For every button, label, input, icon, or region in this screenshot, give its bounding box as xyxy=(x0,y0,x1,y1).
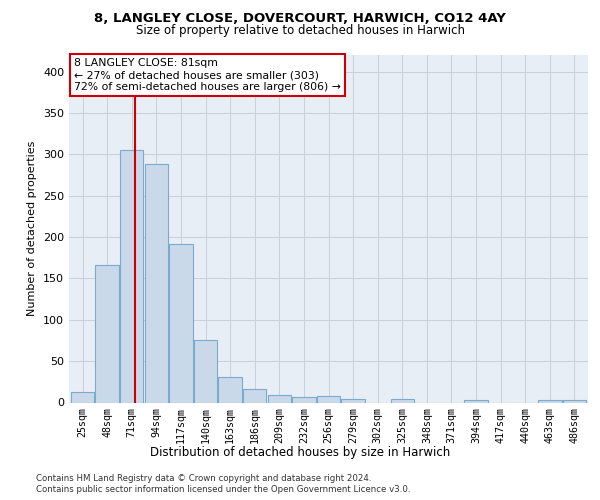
Bar xyxy=(391,399,414,402)
Bar xyxy=(169,244,193,402)
Bar xyxy=(292,396,316,402)
Bar xyxy=(120,150,143,403)
Text: Contains public sector information licensed under the Open Government Licence v3: Contains public sector information licen… xyxy=(36,485,410,494)
Bar xyxy=(145,164,168,402)
Bar xyxy=(218,377,242,402)
Text: 8, LANGLEY CLOSE, DOVERCOURT, HARWICH, CO12 4AY: 8, LANGLEY CLOSE, DOVERCOURT, HARWICH, C… xyxy=(94,12,506,26)
Text: Contains HM Land Registry data © Crown copyright and database right 2024.: Contains HM Land Registry data © Crown c… xyxy=(36,474,371,483)
Bar xyxy=(464,400,488,402)
Bar xyxy=(341,399,365,402)
Text: 8 LANGLEY CLOSE: 81sqm
← 27% of detached houses are smaller (303)
72% of semi-de: 8 LANGLEY CLOSE: 81sqm ← 27% of detached… xyxy=(74,58,341,92)
Bar xyxy=(268,395,291,402)
Bar xyxy=(317,396,340,402)
Bar xyxy=(538,400,562,402)
Bar xyxy=(71,392,94,402)
Bar xyxy=(243,390,266,402)
Bar xyxy=(194,340,217,402)
Text: Size of property relative to detached houses in Harwich: Size of property relative to detached ho… xyxy=(136,24,464,37)
Bar xyxy=(563,400,586,402)
Bar xyxy=(95,265,119,402)
Y-axis label: Number of detached properties: Number of detached properties xyxy=(28,141,37,316)
Text: Distribution of detached houses by size in Harwich: Distribution of detached houses by size … xyxy=(150,446,450,459)
